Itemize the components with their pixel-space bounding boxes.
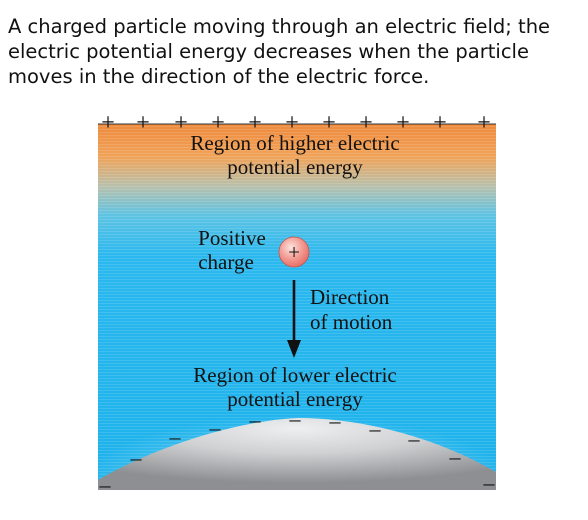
direction-arrow [287, 280, 301, 358]
minus-sign: – [449, 444, 462, 469]
direction-label-1: Direction [310, 285, 390, 309]
plus-sign: + [211, 114, 225, 136]
caption-line-3: moves in the direction of the electric f… [8, 65, 430, 88]
direction-label-2: of motion [310, 310, 393, 334]
minus-sign: – [249, 407, 262, 432]
field-diagram: + + + + + + + + + + + Region of higher e… [98, 114, 496, 490]
plus-sign: + [136, 114, 150, 136]
plus-sign: + [174, 114, 188, 136]
plus-sign: + [359, 114, 373, 136]
caption-line-1: A charged particle moving through an ele… [8, 15, 551, 38]
negative-sphere [98, 418, 496, 490]
minus-sign: – [209, 415, 222, 440]
minus-sign: – [169, 424, 182, 449]
positive-charge-label-2: charge [198, 250, 254, 274]
minus-sign: – [130, 445, 143, 470]
plus-sign: + [101, 114, 115, 136]
plus-sign: + [477, 114, 491, 136]
plus-sign: + [396, 114, 410, 136]
minus-sign: – [483, 470, 496, 490]
caption-line-2: electric potential energy decreases when… [8, 40, 529, 63]
top-plate-charges: + + + + + + + + + + + [101, 114, 491, 136]
plus-sign: + [248, 114, 262, 136]
charge-plus-sign: + [288, 240, 300, 264]
caption: A charged particle moving through an ele… [8, 14, 580, 89]
minus-sign: – [289, 406, 302, 431]
electric-field-figure: + + + + + + + + + + + Region of higher e… [98, 114, 496, 490]
plus-sign: + [322, 114, 336, 136]
higher-region-label-2: potential energy [227, 155, 363, 179]
minus-sign: – [369, 416, 382, 441]
minus-sign: – [408, 426, 421, 451]
lower-region-label-2: potential energy [227, 387, 363, 411]
positive-charge-label-1: Positive [198, 226, 266, 250]
minus-sign: – [329, 408, 342, 433]
sphere-charges: – – – – – – – – – – – [99, 406, 496, 490]
plus-sign: + [433, 114, 447, 136]
minus-sign: – [99, 472, 112, 490]
positive-charge-particle: + [278, 236, 310, 268]
plus-sign: + [285, 114, 299, 136]
lower-region-label-1: Region of lower electric [193, 363, 397, 387]
higher-region-label-1: Region of higher electric [190, 131, 399, 155]
